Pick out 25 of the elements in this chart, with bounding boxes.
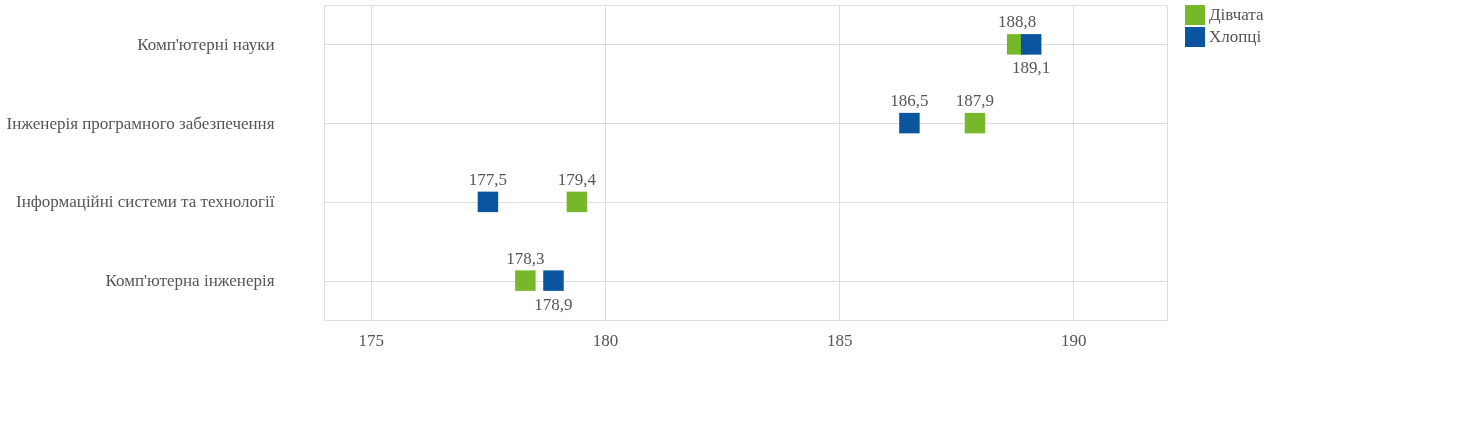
x-tick-label: 175 — [358, 330, 385, 350]
point — [543, 270, 564, 291]
point — [477, 191, 499, 213]
point — [566, 191, 588, 213]
data-label: 177,5 — [468, 169, 508, 189]
y-tick-label: Комп'ютерна інженерія — [105, 271, 275, 291]
point — [964, 112, 986, 134]
y-tick-label: Комп'ютерні науки — [137, 34, 275, 54]
data-label: 186,5 — [890, 91, 929, 111]
point — [1020, 34, 1042, 55]
data-label: 178,3 — [506, 248, 545, 268]
legend-label: Хлопці — [1209, 27, 1262, 46]
x-tick-label: 185 — [826, 330, 853, 350]
data-label: 187,9 — [955, 91, 995, 111]
point — [899, 112, 920, 134]
data-label: 179,4 — [557, 169, 597, 189]
data-label: 189,1 — [1012, 58, 1051, 78]
x-tick-label: 190 — [1061, 330, 1087, 350]
y-tick-label: Інженерія програмного забезпечення — [6, 113, 275, 133]
point — [515, 270, 536, 291]
x-tick-label: 180 — [592, 330, 619, 350]
data-label: 188,8 — [998, 12, 1037, 32]
legend-label: Дівчата — [1209, 5, 1264, 24]
y-tick-label: Інформаційні системи та технології — [16, 192, 275, 212]
data-label: 178,9 — [534, 294, 573, 314]
